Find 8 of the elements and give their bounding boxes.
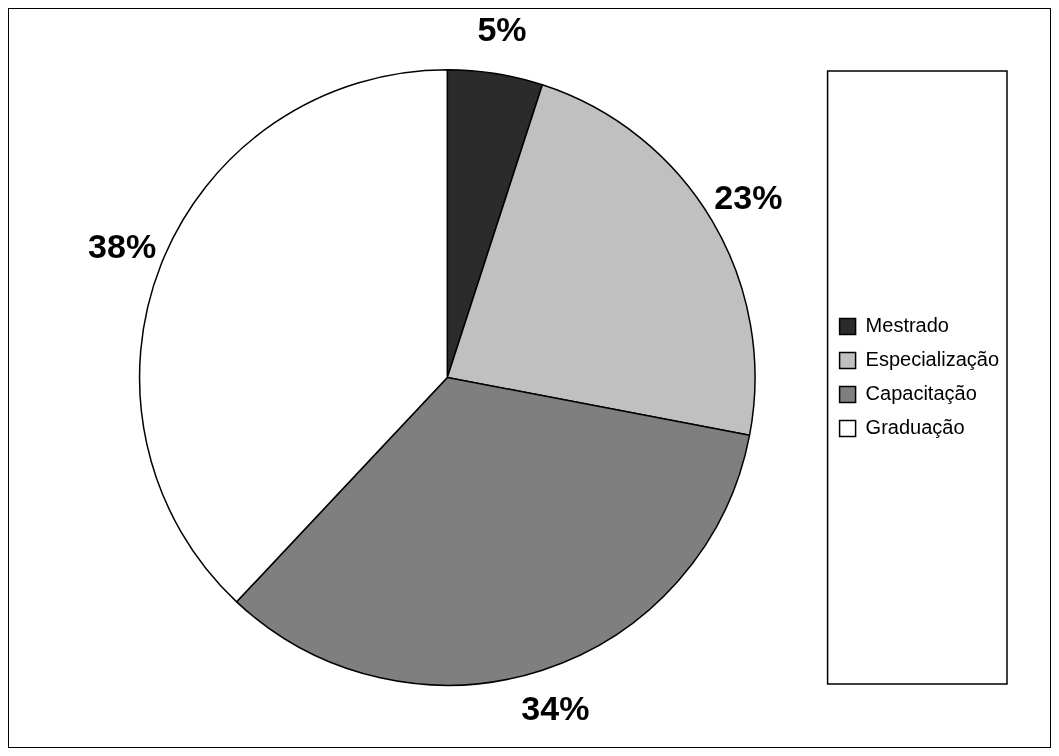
data-label: 38% <box>88 227 157 266</box>
legend-label: Mestrado <box>865 314 949 337</box>
legend-label: Especialização <box>865 348 1000 371</box>
legend-label: Capacitação <box>865 382 977 405</box>
data-label: 5% <box>477 10 527 49</box>
data-label: 23% <box>714 177 783 216</box>
data-label: 34% <box>521 688 590 727</box>
legend-label: Graduação <box>865 416 965 439</box>
